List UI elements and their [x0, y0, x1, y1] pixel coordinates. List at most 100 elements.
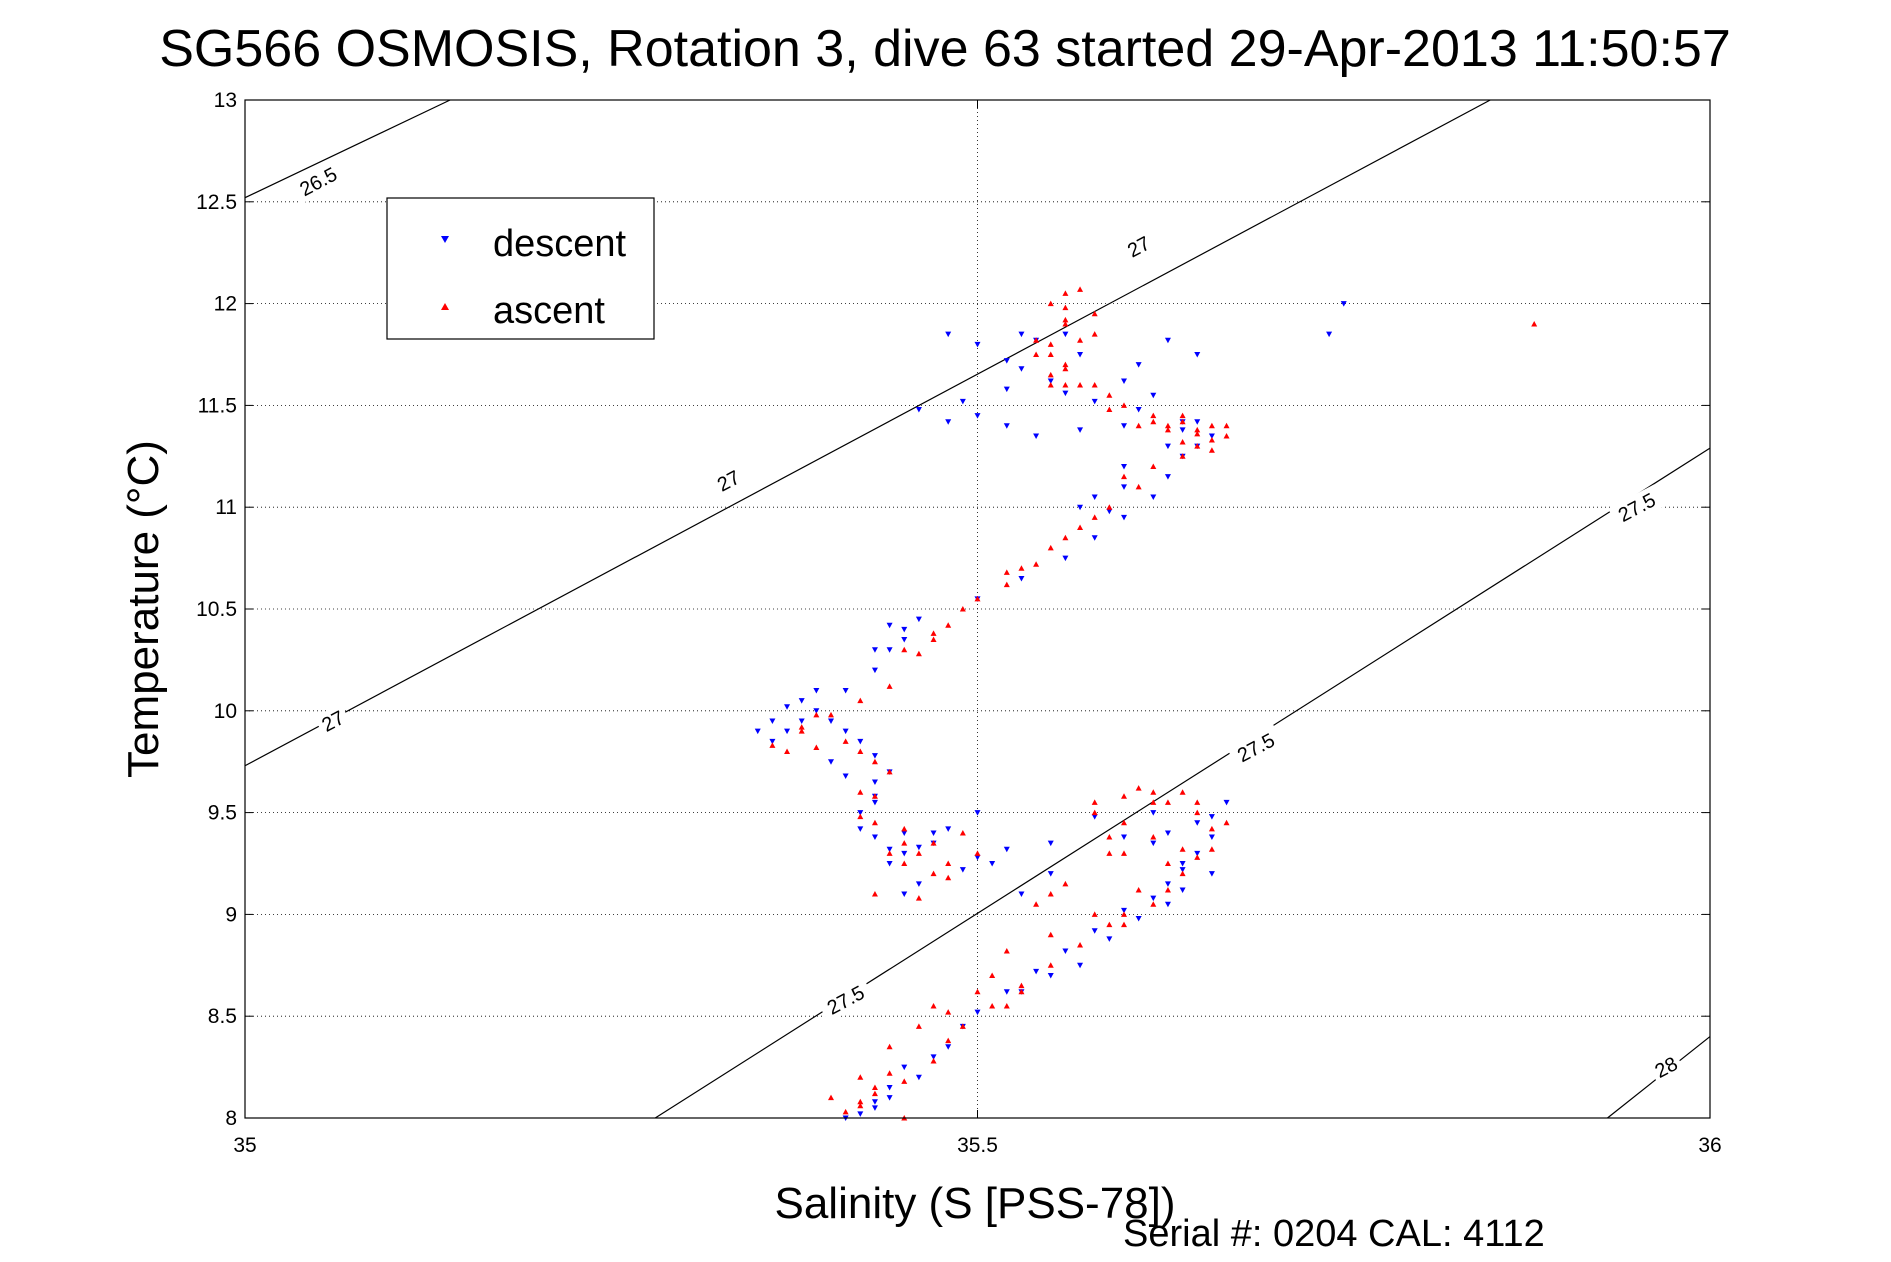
- descent-point: [1047, 378, 1054, 384]
- ascent-point: [769, 742, 776, 748]
- ascent-point: [1003, 948, 1010, 954]
- descent-point: [1208, 433, 1215, 439]
- ascent-point: [915, 895, 922, 901]
- contour-label-bg: [709, 463, 748, 499]
- ascent-point: [1077, 286, 1084, 292]
- descent-point: [1150, 810, 1157, 816]
- descent-point: [1091, 928, 1098, 934]
- ascent-point: [1033, 337, 1040, 343]
- descent-point: [1018, 575, 1025, 582]
- descent-point: [1121, 423, 1127, 429]
- descent-point: [857, 1111, 864, 1117]
- ascent-point: [857, 748, 864, 755]
- ascent-point: [1062, 304, 1069, 311]
- ascent-point: [1106, 406, 1113, 412]
- descent-point: [754, 728, 761, 735]
- ascent-point: [1150, 799, 1157, 805]
- contour-label-bg: [1227, 724, 1285, 771]
- descent-point: [1194, 820, 1201, 826]
- ascent-point: [813, 711, 820, 718]
- descent-point: [1135, 362, 1142, 368]
- descent-point: [1018, 891, 1025, 898]
- descent-point: [886, 1095, 893, 1101]
- descent-point: [1208, 871, 1215, 877]
- ascent-point: [871, 1090, 878, 1097]
- descent-point: [886, 846, 893, 853]
- ascent-point: [1179, 412, 1186, 419]
- descent-point: [1164, 830, 1171, 836]
- ascent-point: [915, 650, 922, 657]
- ascent-point: [886, 850, 893, 856]
- ascent-point: [1194, 809, 1201, 816]
- ascent-point: [1208, 447, 1215, 453]
- descent-point: [1003, 846, 1010, 853]
- descent-point: [915, 1074, 922, 1081]
- descent-point: [871, 1105, 878, 1111]
- descent-point: [1179, 427, 1186, 433]
- descent-point: [798, 718, 805, 724]
- ascent-point: [886, 768, 893, 775]
- ascent-point: [871, 793, 878, 799]
- descent-point: [886, 861, 893, 867]
- ascent-point: [945, 1037, 952, 1044]
- ascent-point: [1135, 483, 1142, 490]
- descent-point: [945, 826, 952, 832]
- descent-point: [974, 854, 981, 861]
- ascent-point: [1194, 430, 1201, 437]
- ascent-point: [974, 850, 981, 856]
- ascent-point: [1194, 799, 1201, 805]
- ascent-point: [1121, 819, 1127, 826]
- ascent-point: [1121, 402, 1127, 408]
- ascent-point: [930, 870, 937, 877]
- ascent-point: [1091, 514, 1098, 520]
- ascent-point: [1062, 534, 1069, 541]
- ascent-point: [945, 622, 952, 628]
- ascent-point: [1047, 962, 1054, 968]
- contour-label-bg: [1647, 1049, 1685, 1085]
- ascent-point: [1106, 850, 1113, 856]
- ascent-point: [1062, 382, 1069, 388]
- descent-point: [871, 647, 878, 653]
- ascent-point: [1121, 911, 1127, 917]
- descent-point: [1326, 331, 1333, 338]
- ascent-point: [1077, 337, 1084, 343]
- descent-point: [959, 398, 966, 405]
- descent-point: [1047, 840, 1054, 847]
- descent-point: [945, 1044, 952, 1050]
- descent-point: [1091, 494, 1098, 501]
- ascent-point: [886, 1043, 893, 1050]
- descent-point: [1121, 907, 1127, 914]
- ascent-point: [1121, 793, 1127, 799]
- y-tick-label: 12.5: [196, 191, 237, 214]
- ascent-point: [1062, 361, 1069, 368]
- ascent-point: [930, 1003, 937, 1009]
- ascent-point: [871, 1084, 878, 1090]
- descent-point: [886, 1084, 893, 1091]
- descent-point: [974, 341, 981, 348]
- ascent-point: [1033, 901, 1040, 907]
- ascent-point: [945, 1009, 952, 1015]
- ascent-point: [1208, 437, 1215, 443]
- ascent-point: [930, 630, 937, 636]
- descent-point: [1164, 443, 1171, 450]
- ascent-point: [1047, 300, 1054, 307]
- descent-point: [1106, 508, 1113, 515]
- descent-point: [901, 891, 908, 898]
- descent-point: [871, 1099, 878, 1105]
- ascent-point: [1223, 432, 1230, 439]
- descent-point: [1179, 861, 1186, 867]
- descent-point: [1018, 331, 1025, 338]
- ascent-point: [1179, 418, 1186, 425]
- ascent-point: [989, 972, 996, 978]
- ascent-point: [930, 1057, 937, 1064]
- descent-point: [886, 647, 893, 653]
- descent-point: [1077, 504, 1084, 511]
- ascent-point: [1121, 921, 1127, 928]
- ascent-point: [1047, 382, 1054, 388]
- ascent-point: [1194, 854, 1201, 860]
- ascent-point: [813, 744, 820, 750]
- ascent-point: [1018, 565, 1025, 571]
- descent-point: [901, 830, 908, 836]
- descent-point: [1194, 850, 1201, 857]
- y-tick-label: 13: [214, 89, 237, 112]
